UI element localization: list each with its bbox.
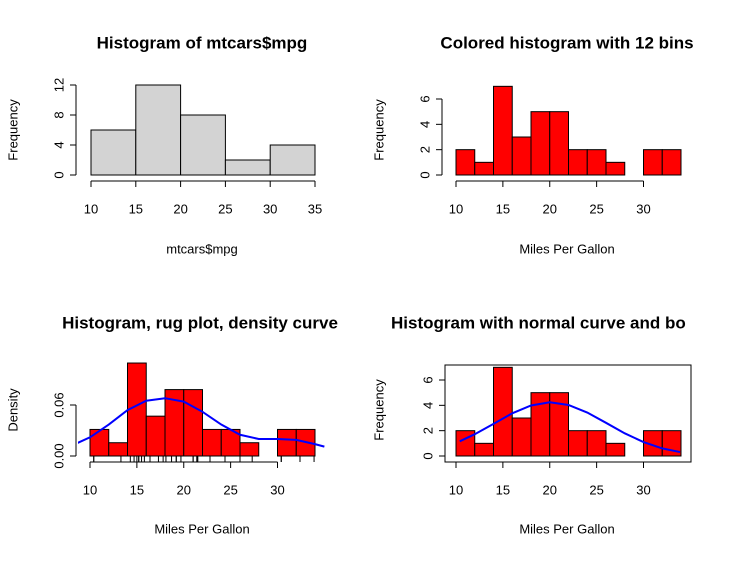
y-tick-label: 6 xyxy=(420,376,435,383)
bar xyxy=(202,428,222,457)
x-tick-label: 10 xyxy=(84,201,98,216)
x-tick-label: 20 xyxy=(173,201,187,216)
x-tick-label: 30 xyxy=(636,482,650,497)
y-tick-label: 0 xyxy=(420,452,435,459)
bar xyxy=(549,111,569,176)
bar xyxy=(455,149,476,176)
x-tick-label: 30 xyxy=(263,201,277,216)
x-tick-label: 20 xyxy=(543,201,557,216)
x-axis-label: Miles Per Gallon xyxy=(154,521,249,536)
y-tick-label: 0.06 xyxy=(51,392,66,417)
x-tick-label: 10 xyxy=(449,201,463,216)
x-axis-label: Miles Per Gallon xyxy=(519,521,614,536)
bar xyxy=(135,84,182,176)
bar xyxy=(605,442,626,457)
bar xyxy=(511,417,532,457)
bar xyxy=(568,430,588,457)
chart-title: Histogram with normal curve and bo xyxy=(391,313,686,332)
bar xyxy=(180,114,226,176)
bar xyxy=(493,366,513,457)
curve xyxy=(459,401,681,454)
bar xyxy=(474,442,494,457)
bar xyxy=(643,149,663,176)
x-tick-label: 35 xyxy=(308,201,322,216)
bar xyxy=(277,428,297,457)
y-tick-label: 0 xyxy=(51,171,66,178)
bar xyxy=(586,149,607,176)
x-tick-label: 20 xyxy=(177,482,191,497)
x-tick-label: 30 xyxy=(270,482,284,497)
x-tick-label: 25 xyxy=(223,482,237,497)
bar xyxy=(145,415,166,457)
bar xyxy=(183,389,203,457)
bar xyxy=(474,161,494,176)
bar xyxy=(90,129,137,176)
bar xyxy=(239,442,260,457)
x-tick-label: 25 xyxy=(218,201,232,216)
y-tick-label: 12 xyxy=(51,78,66,92)
chart-title: Colored histogram with 12 bins xyxy=(440,33,693,52)
bar xyxy=(568,149,588,176)
bar xyxy=(605,161,626,176)
x-tick-label: 10 xyxy=(449,482,463,497)
bar xyxy=(108,442,128,457)
chart-title: Histogram of mtcars$mpg xyxy=(97,33,308,52)
x-tick-label: 30 xyxy=(636,201,650,216)
bar xyxy=(224,159,271,176)
x-tick-label: 15 xyxy=(129,201,143,216)
y-axis-label: Frequency xyxy=(5,99,20,161)
y-tick-label: 2 xyxy=(420,427,435,434)
y-axis-label: Density xyxy=(5,388,20,432)
x-tick-label: 20 xyxy=(543,482,557,497)
x-axis-label: mtcars$mpg xyxy=(166,241,238,256)
bar xyxy=(493,85,513,176)
y-tick-label: 8 xyxy=(51,111,66,118)
y-tick-label: 4 xyxy=(51,141,66,148)
curve xyxy=(78,397,325,448)
x-axis-label: Miles Per Gallon xyxy=(519,241,614,256)
x-tick-label: 25 xyxy=(589,201,603,216)
y-tick-label: 6 xyxy=(417,95,432,102)
y-tick-label: 4 xyxy=(420,402,435,409)
bar xyxy=(511,136,532,176)
y-tick-label: 2 xyxy=(417,146,432,153)
y-axis-label: Frequency xyxy=(371,99,386,161)
x-tick-label: 15 xyxy=(130,482,144,497)
x-tick-label: 10 xyxy=(83,482,97,497)
chart-title: Histogram, rug plot, density curve xyxy=(62,313,338,332)
x-tick-label: 15 xyxy=(496,201,510,216)
x-tick-label: 25 xyxy=(589,482,603,497)
y-tick-label: 0.00 xyxy=(51,443,66,468)
bar xyxy=(661,149,682,176)
x-tick-label: 15 xyxy=(496,482,510,497)
bar xyxy=(89,428,110,457)
bar xyxy=(269,144,316,176)
bar xyxy=(530,111,551,176)
bar xyxy=(549,392,569,457)
y-axis-label: Frequency xyxy=(371,379,386,441)
y-tick-label: 0 xyxy=(417,171,432,178)
bar xyxy=(586,430,607,457)
y-tick-label: 4 xyxy=(417,121,432,128)
